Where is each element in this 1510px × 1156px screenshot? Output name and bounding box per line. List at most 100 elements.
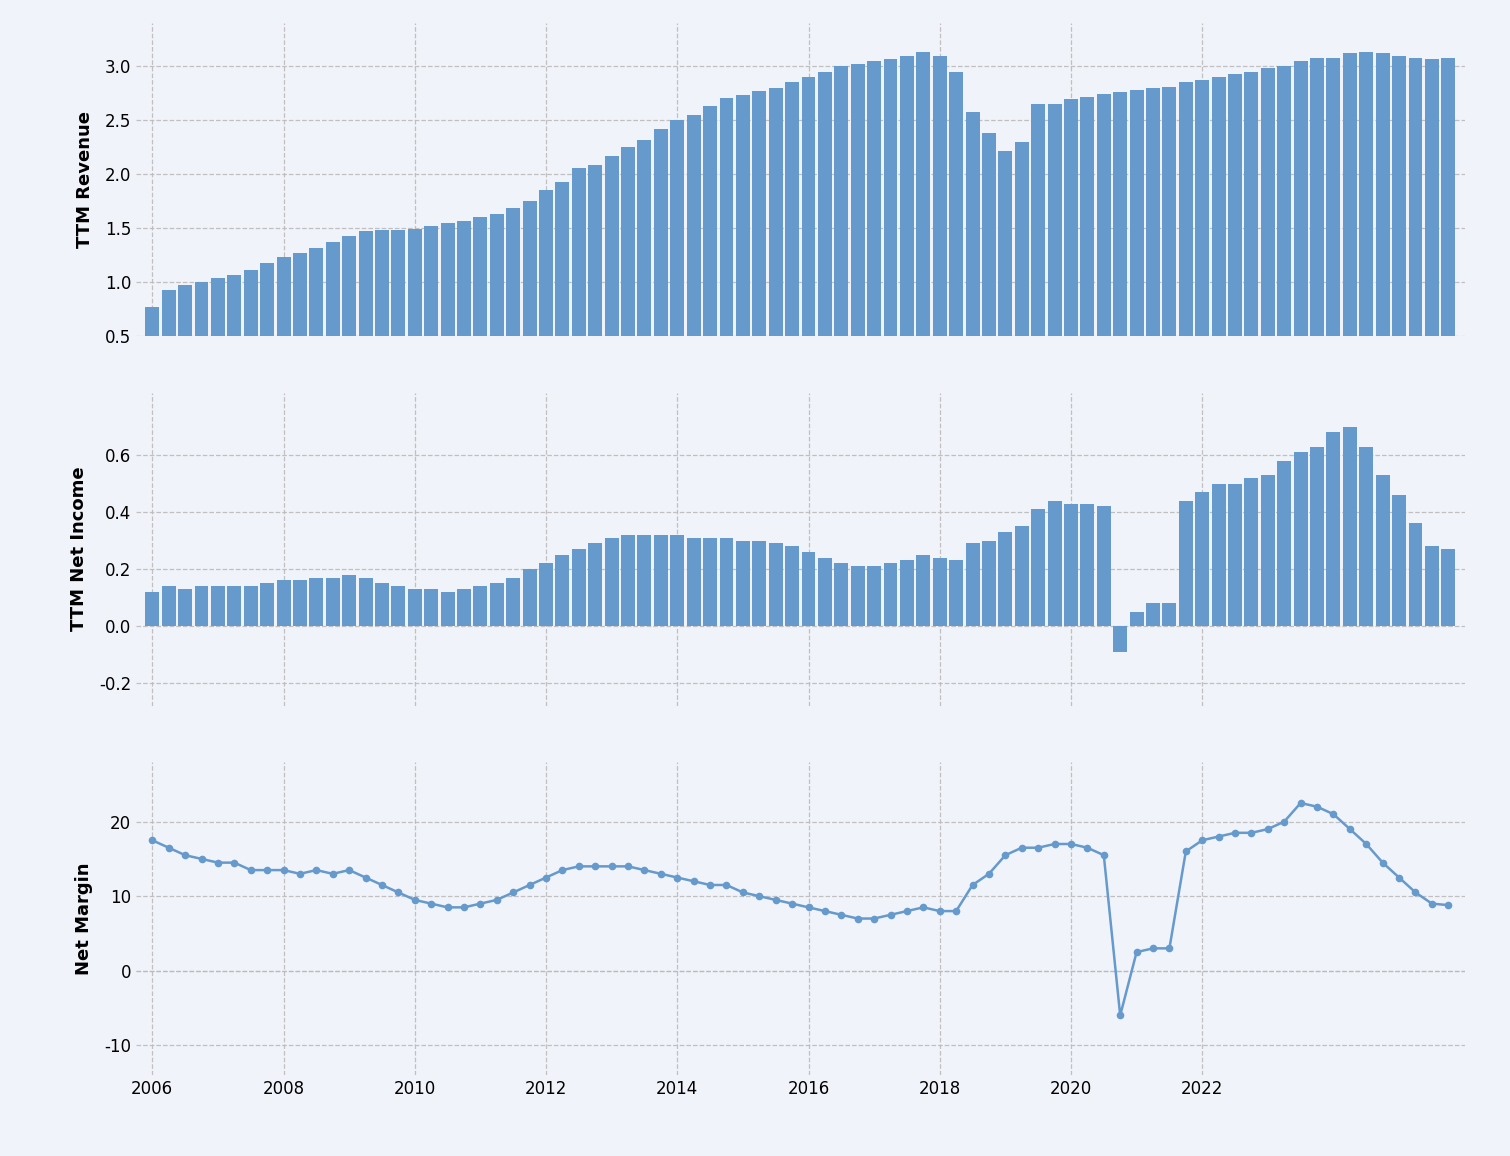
Bar <box>933 55 947 391</box>
Bar <box>1359 446 1373 625</box>
Bar <box>243 271 258 391</box>
Bar <box>1342 53 1357 391</box>
Bar <box>670 120 684 391</box>
Bar <box>556 555 569 625</box>
Bar <box>211 277 225 391</box>
Bar <box>589 164 602 391</box>
Bar <box>343 575 356 625</box>
Bar <box>621 535 636 625</box>
Bar <box>719 538 734 625</box>
Bar <box>374 584 390 625</box>
Bar <box>1031 510 1045 625</box>
Bar <box>458 588 471 625</box>
Bar <box>228 586 242 625</box>
Bar <box>276 580 290 625</box>
Bar <box>145 307 159 391</box>
Bar <box>343 236 356 391</box>
Bar <box>1096 95 1111 391</box>
Bar <box>556 181 569 391</box>
Bar <box>1196 492 1210 625</box>
Bar <box>1311 58 1324 391</box>
Bar <box>195 282 208 391</box>
Bar <box>310 247 323 391</box>
Bar <box>474 586 488 625</box>
Bar <box>735 541 750 625</box>
Bar <box>1211 483 1226 625</box>
Bar <box>1015 526 1028 625</box>
Bar <box>474 217 488 391</box>
Bar <box>1129 90 1143 391</box>
Bar <box>424 588 438 625</box>
Bar <box>950 72 963 391</box>
Bar <box>145 592 159 625</box>
Bar <box>1261 475 1274 625</box>
Bar <box>637 140 651 391</box>
Bar <box>162 586 175 625</box>
Bar <box>228 275 242 391</box>
Bar <box>719 97 734 391</box>
Bar <box>965 543 980 625</box>
Bar <box>1277 461 1291 625</box>
Bar <box>933 557 947 625</box>
Bar <box>1146 603 1160 625</box>
Bar <box>704 538 717 625</box>
Bar <box>539 563 553 625</box>
Bar <box>883 563 897 625</box>
Bar <box>374 230 390 391</box>
Bar <box>489 214 504 391</box>
Bar <box>1048 104 1062 391</box>
Bar <box>1065 504 1078 625</box>
Bar <box>637 535 651 625</box>
Bar <box>1342 427 1357 625</box>
Bar <box>408 588 421 625</box>
Bar <box>1081 97 1095 391</box>
Bar <box>950 561 963 625</box>
Bar <box>1326 58 1341 391</box>
Bar <box>1359 52 1373 391</box>
Bar <box>1311 446 1324 625</box>
Bar <box>818 557 832 625</box>
Bar <box>506 578 519 625</box>
Bar <box>1129 612 1143 625</box>
Bar <box>1113 625 1126 652</box>
Bar <box>670 535 684 625</box>
Bar <box>441 592 455 625</box>
Bar <box>1163 87 1176 391</box>
Bar <box>867 61 882 391</box>
Bar <box>785 547 799 625</box>
Bar <box>1081 504 1095 625</box>
Bar <box>178 286 192 391</box>
Bar <box>965 112 980 391</box>
Bar <box>752 91 766 391</box>
Bar <box>1048 501 1062 625</box>
Bar <box>687 538 701 625</box>
Bar <box>917 52 930 391</box>
Bar <box>1261 68 1274 391</box>
Y-axis label: Net Margin: Net Margin <box>76 862 94 975</box>
Bar <box>1031 104 1045 391</box>
Bar <box>802 551 815 625</box>
Bar <box>458 221 471 391</box>
Bar <box>769 88 782 391</box>
Bar <box>802 77 815 391</box>
Bar <box>604 156 619 391</box>
Bar <box>1015 142 1028 391</box>
Bar <box>358 578 373 625</box>
Bar <box>850 566 865 625</box>
Bar <box>276 258 290 391</box>
Bar <box>391 586 405 625</box>
Bar <box>1326 432 1341 625</box>
Bar <box>1179 501 1193 625</box>
Bar <box>1196 80 1210 391</box>
Bar <box>1096 506 1111 625</box>
Bar <box>178 588 192 625</box>
Bar <box>506 208 519 391</box>
Bar <box>572 549 586 625</box>
Bar <box>293 253 307 391</box>
Bar <box>998 150 1012 391</box>
Bar <box>998 532 1012 625</box>
Bar <box>900 55 914 391</box>
Bar <box>835 563 849 625</box>
Bar <box>769 543 782 625</box>
Bar <box>867 566 882 625</box>
